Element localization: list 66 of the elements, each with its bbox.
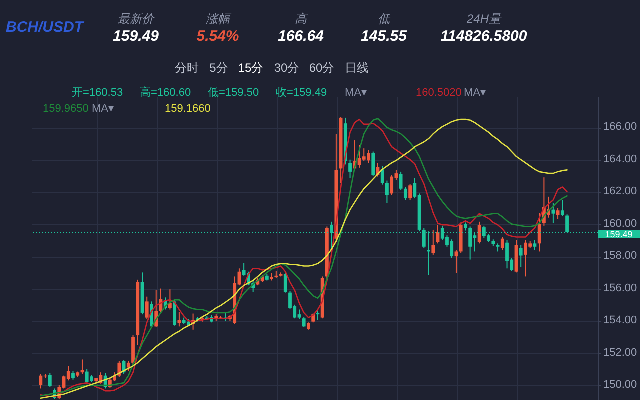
candlestick <box>284 272 288 294</box>
y-tick-label: 164.00 <box>604 153 638 166</box>
candlestick <box>519 244 523 268</box>
annotation: 低=159.50 <box>208 87 260 99</box>
candlestick <box>380 166 384 186</box>
text: 114826.5800 <box>440 28 528 45</box>
ref-line-label: 159.49 <box>605 229 633 240</box>
y-tick-label: 150.00 <box>604 378 638 391</box>
candlestick <box>432 229 436 256</box>
text: 最新价 <box>118 12 155 26</box>
candlestick <box>404 186 408 201</box>
candlestick <box>39 374 43 390</box>
y-tick-label: 156.00 <box>604 282 638 294</box>
candlestick <box>386 180 389 204</box>
candlestick <box>500 236 504 251</box>
text: 分时 <box>175 61 199 75</box>
candlestick <box>556 208 560 220</box>
candlestick <box>48 372 52 388</box>
text: 涨幅 <box>206 12 232 26</box>
annotation: MA▾ <box>92 103 114 115</box>
text: 166.64 <box>278 28 325 45</box>
text: 15分 <box>238 61 264 75</box>
text: 5分 <box>210 61 228 75</box>
annotation: 收=159.49 <box>276 87 328 99</box>
text: 低 <box>378 12 391 26</box>
y-tick-label: 160.00 <box>604 218 638 230</box>
candlestick <box>178 312 182 328</box>
annotation: MA▾ <box>464 87 486 99</box>
candlestick <box>454 250 458 274</box>
candlestick <box>533 240 537 251</box>
candlestick <box>478 221 482 244</box>
text: 日线 <box>345 61 369 75</box>
candlestick <box>302 316 306 328</box>
candlestick <box>560 200 564 217</box>
annotation: 高=160.60 <box>140 86 192 99</box>
annotation: 开=160.53 <box>72 87 124 99</box>
candlestick <box>372 151 376 176</box>
text: 24H量 <box>466 12 502 26</box>
annotation: 159.9650 <box>43 103 89 115</box>
candlestick <box>538 212 542 252</box>
y-tick-label: 158.00 <box>604 250 638 262</box>
candlestick <box>173 300 177 326</box>
text: 30分 <box>274 61 300 75</box>
annotation: MA▾ <box>345 87 368 99</box>
y-tick-label: 154.00 <box>604 314 638 327</box>
annotation: 160.5020 <box>416 87 462 99</box>
candlestick <box>145 296 149 320</box>
candlestick <box>118 360 122 378</box>
candlestick <box>399 171 403 191</box>
text: 60分 <box>309 61 335 75</box>
text: 159.49 <box>113 28 160 45</box>
text: 145.55 <box>361 28 408 45</box>
candlestick <box>348 159 352 179</box>
chart-title: BCH/USDT <box>6 19 86 36</box>
candlestick <box>80 359 84 375</box>
y-tick-label: 166.00 <box>604 121 638 134</box>
y-tick-label: 152.00 <box>604 346 638 359</box>
y-tick-label: 162.00 <box>604 186 638 198</box>
candlestick <box>390 174 394 196</box>
candlestick <box>168 289 172 310</box>
candlestick <box>126 360 130 372</box>
candlestick <box>552 202 556 224</box>
text: 高 <box>295 12 309 26</box>
text: 5.54% <box>196 28 240 45</box>
annotation: 159.1660 <box>165 103 211 115</box>
candlestick <box>408 184 412 201</box>
